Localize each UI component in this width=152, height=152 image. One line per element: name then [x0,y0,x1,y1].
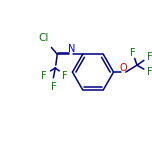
Text: N: N [68,44,76,54]
Text: F: F [50,82,56,92]
Text: Cl: Cl [38,33,49,43]
Text: F: F [130,48,136,57]
Text: F: F [62,71,68,81]
Text: F: F [147,67,152,77]
Text: F: F [41,71,46,81]
Text: O: O [119,63,127,73]
Text: F: F [147,52,152,62]
